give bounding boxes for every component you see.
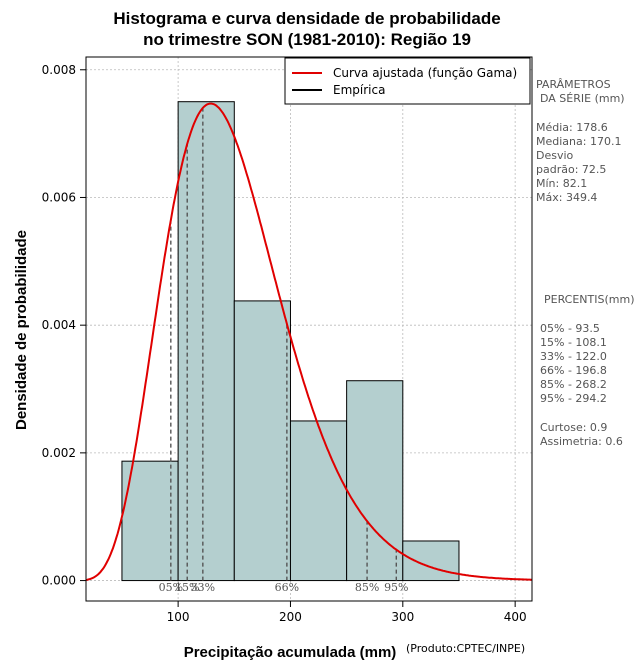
x-tick-label-200: 200	[279, 610, 302, 624]
percentile-label-66: 66%	[275, 581, 299, 594]
legend-box	[284, 57, 531, 105]
percentile-label-15: 15%	[175, 581, 199, 594]
histogram-bar-3	[233, 300, 291, 582]
percentil-15: 15% - 108.1	[540, 336, 607, 349]
percentis-title: PERCENTIS(mm)	[544, 293, 635, 306]
stat-mediana: Mediana: 170.1	[536, 135, 621, 148]
legend-label-empirical: Empírica	[333, 83, 385, 97]
percentil-85: 85% - 268.2	[540, 378, 607, 391]
y-tick-label-0.008: 0.008	[42, 63, 76, 77]
percentile-label-95: 95%	[384, 581, 408, 594]
y-tick-label-0.004: 0.004	[42, 318, 76, 332]
side-panel: PARÂMETROS DA SÉRIE (mm) Média: 178.6 Me…	[536, 78, 635, 448]
axis-ticks: 100 200 300 400 0.000 0.002 0.004 0.006 0.008	[42, 63, 527, 624]
histogram-bar-1	[121, 460, 179, 582]
credit-text: (Produto:CPTEC/INPE)	[406, 642, 525, 655]
percentil-05: 05% - 93.5	[540, 322, 600, 335]
y-tick-label-0.002: 0.002	[42, 446, 76, 460]
legend: Curva ajustada (função Gama) Empírica	[284, 57, 531, 105]
histogram-bar-6	[402, 540, 460, 582]
percentile-lines: 05%15%33% 66% 85% 95%	[159, 107, 409, 594]
stat-min: Mín: 82.1	[536, 177, 587, 190]
histogram-bar-4	[289, 420, 348, 582]
params-title-2: DA SÉRIE (mm)	[540, 92, 625, 105]
percentil-66: 66% - 196.8	[540, 364, 607, 377]
chart-title-line-2: no trimestre SON (1981-2010): Região 19	[143, 30, 471, 49]
stat-max: Máx: 349.4	[536, 191, 597, 204]
params-title-1: PARÂMETROS	[536, 78, 611, 91]
y-axis-label: Densidade de probabilidade	[13, 230, 30, 430]
x-axis-label: Precipitação acumulada (mm)	[184, 644, 397, 660]
x-tick-label-100: 100	[167, 610, 190, 624]
stat-desvio-2: padrão: 72.5	[536, 163, 606, 176]
histogram-bar-5	[346, 380, 404, 582]
stat-desvio-1: Desvio	[536, 149, 574, 162]
gamma-fit-curve	[85, 102, 532, 581]
y-tick-label-0.006: 0.006	[42, 190, 76, 204]
curve-layer	[85, 102, 532, 581]
percentile-label-85: 85%	[355, 581, 379, 594]
x-tick-label-400: 400	[504, 610, 527, 624]
y-tick-label-0.000: 0.000	[42, 574, 76, 588]
stat-curtose: Curtose: 0.9	[540, 421, 607, 434]
plot-frame	[85, 56, 533, 602]
legend-label-fit: Curva ajustada (função Gama)	[333, 66, 517, 80]
percentile-label-33: 33%	[191, 581, 215, 594]
chart-title-line-1: Histograma e curva densidade de probabil…	[113, 9, 500, 28]
percentil-95: 95% - 294.2	[540, 392, 607, 405]
percentile-label-05: 05%	[159, 581, 183, 594]
stat-media: Média: 178.6	[536, 121, 608, 134]
percentil-33: 33% - 122.0	[540, 350, 607, 363]
stat-assimetria: Assimetria: 0.6	[540, 435, 623, 448]
x-tick-label-300: 300	[391, 610, 414, 624]
